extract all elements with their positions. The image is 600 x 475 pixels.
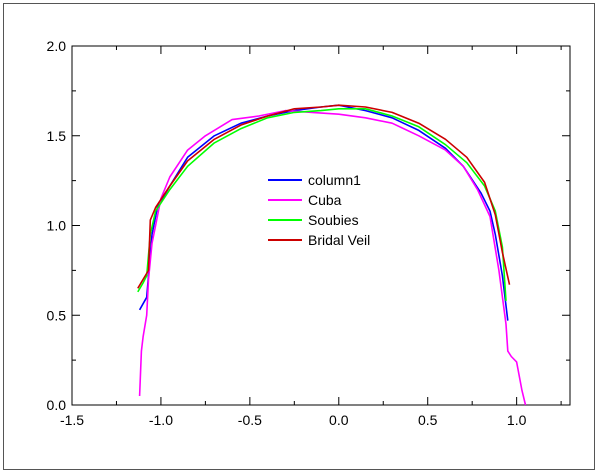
x-tick-label: -1.5	[60, 412, 84, 428]
x-tick-label: -0.5	[238, 412, 262, 428]
series-line-soubies	[137, 108, 507, 301]
legend-label-soubies: Soubies	[308, 212, 359, 228]
x-tick-label: 0.0	[329, 412, 349, 428]
y-tick-label: 0.5	[47, 307, 67, 323]
y-tick-label: 0.0	[47, 397, 67, 413]
series-layer	[137, 104, 527, 406]
x-tick-label: 0.5	[418, 412, 438, 428]
series-line-cuba	[138, 109, 527, 406]
x-tick-label: -1.0	[149, 412, 173, 428]
y-tick-label: 1.5	[47, 128, 67, 144]
legend-label-cuba: Cuba	[308, 192, 342, 208]
y-tick-label: 2.0	[47, 38, 67, 54]
legend-label-bridal-veil: Bridal Veil	[308, 232, 370, 248]
legend: column1 Cuba Soubies Bridal Veil	[268, 172, 370, 248]
x-tick-label: 1.0	[507, 412, 527, 428]
axes: -1.5 -1.0 -0.5 0.0 0.5 1.0 0.0 0.5 1.0 1.5 2.0	[47, 38, 570, 428]
y-tick-label: 1.0	[47, 218, 67, 234]
legend-label-column1: column1	[308, 172, 361, 188]
series-line-bridal-veil	[137, 104, 511, 289]
